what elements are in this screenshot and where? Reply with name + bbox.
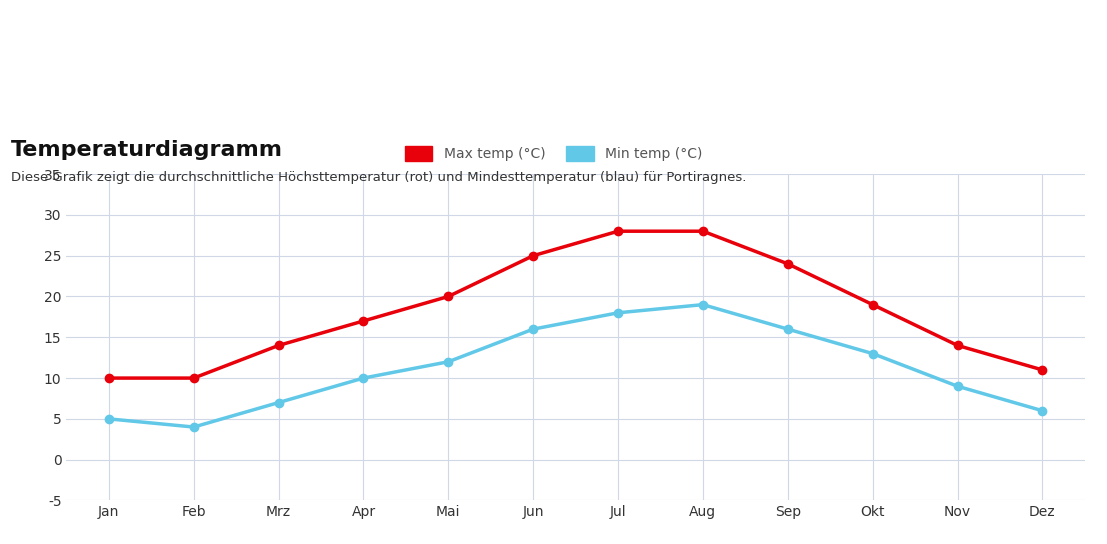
Legend: Max temp (°C), Min temp (°C): Max temp (°C), Min temp (°C)	[400, 141, 707, 166]
Text: Klimaundwetter.de: Klimaundwetter.de	[133, 42, 341, 61]
Text: Diese Grafik zeigt die durchschnittliche Höchsttemperatur (rot) und Mindesttempe: Diese Grafik zeigt die durchschnittliche…	[11, 171, 746, 184]
Text: Temperaturdiagramm: Temperaturdiagramm	[11, 140, 283, 160]
